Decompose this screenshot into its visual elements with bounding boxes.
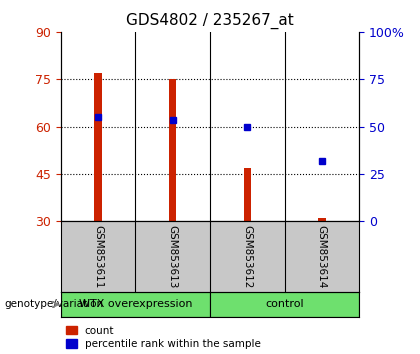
- Text: WTX overexpression: WTX overexpression: [79, 299, 192, 309]
- Legend: count, percentile rank within the sample: count, percentile rank within the sample: [66, 326, 261, 349]
- Text: GSM853612: GSM853612: [242, 225, 252, 289]
- Text: control: control: [265, 299, 304, 309]
- Bar: [169, 79, 176, 221]
- Bar: [244, 167, 251, 221]
- Bar: [61, 292, 210, 317]
- Bar: [94, 73, 102, 221]
- Title: GDS4802 / 235267_at: GDS4802 / 235267_at: [126, 13, 294, 29]
- Text: GSM853614: GSM853614: [317, 225, 327, 289]
- Bar: [318, 218, 326, 221]
- Bar: [210, 292, 359, 317]
- Text: genotype/variation: genotype/variation: [4, 299, 103, 309]
- Text: GSM853611: GSM853611: [93, 225, 103, 289]
- Text: GSM853613: GSM853613: [168, 225, 178, 289]
